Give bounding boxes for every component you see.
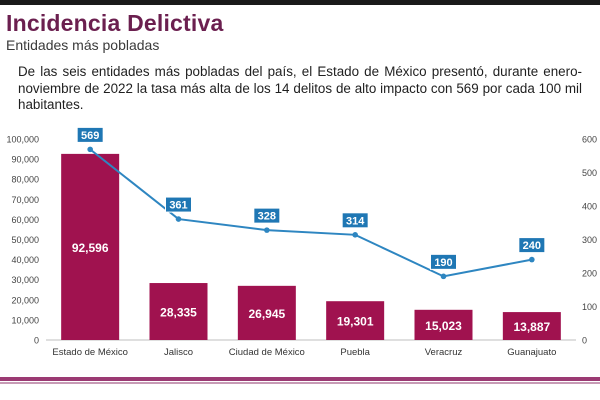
line-value-box (341, 212, 369, 229)
bottom-bar (0, 377, 600, 381)
bar (237, 285, 296, 340)
line-value-box (518, 237, 546, 254)
y-right-tick-label: 600 (582, 135, 597, 145)
line-value-label: 190 (434, 257, 452, 269)
line-point (352, 232, 358, 238)
description-text: De las seis entidades más pobladas del p… (18, 64, 582, 112)
y-left-tick-label: 60,000 (11, 215, 39, 225)
page-subtitle: Entidades más pobladas (6, 37, 160, 53)
y-left-tick-label: 90,000 (11, 155, 39, 165)
bar-value-label: 92,596 (72, 241, 109, 255)
y-right-tick-label: 200 (582, 269, 597, 279)
line-value-box (76, 126, 104, 143)
line-point (175, 216, 182, 222)
y-right-tick-label: 300 (582, 235, 597, 245)
x-tick-label: Guanajuato (507, 347, 556, 358)
bar (502, 312, 561, 340)
y-left-tick-label: 40,000 (11, 255, 39, 265)
line-point (264, 227, 270, 233)
bar (326, 301, 385, 340)
y-right-tick-label: 500 (582, 168, 597, 178)
bar-value-label: 26,945 (248, 307, 285, 321)
y-right-tick-label: 100 (582, 302, 597, 312)
bar (414, 309, 473, 340)
y-left-tick-label: 100,000 (6, 135, 39, 145)
y-right-tick-label: 400 (582, 202, 597, 212)
y-left-tick-label: 80,000 (11, 175, 39, 185)
line-point (87, 146, 93, 153)
bar (149, 283, 208, 340)
y-left-tick-label: 50,000 (11, 235, 39, 245)
bar-value-label: 19,301 (337, 315, 374, 329)
line-point (529, 256, 535, 263)
x-tick-label: Estado de México (52, 347, 128, 358)
y-right-tick-label: 0 (582, 336, 587, 346)
bar-value-label: 28,335 (160, 306, 197, 320)
line-value-label: 240 (523, 240, 541, 252)
line-value-box (430, 253, 457, 270)
line-value-box (253, 207, 281, 224)
y-left-tick-label: 70,000 (11, 195, 39, 205)
y-left-tick-label: 30,000 (11, 275, 39, 285)
line-value-label: 328 (258, 211, 276, 223)
top-bar (0, 0, 600, 5)
line-value-box (165, 196, 192, 213)
line-value-label: 569 (81, 130, 99, 142)
y-left-tick-label: 10,000 (11, 315, 39, 325)
line-value-label: 361 (169, 200, 187, 212)
x-tick-label: Veracruz (425, 347, 463, 358)
bottom-bar-thin (0, 382, 600, 384)
bar-value-label: 15,023 (425, 319, 462, 333)
bar-value-label: 13,887 (513, 320, 550, 334)
line-value-label: 314 (346, 215, 365, 227)
x-tick-label: Ciudad de México (229, 347, 305, 358)
x-tick-label: Jalisco (164, 347, 193, 358)
y-left-tick-label: 0 (34, 336, 39, 346)
page-title: Incidencia Delictiva (6, 10, 224, 36)
bar (61, 153, 120, 340)
y-left-tick-label: 20,000 (11, 295, 39, 305)
line-series (89, 148, 533, 278)
x-tick-label: Puebla (340, 347, 370, 358)
line-point (440, 273, 447, 280)
